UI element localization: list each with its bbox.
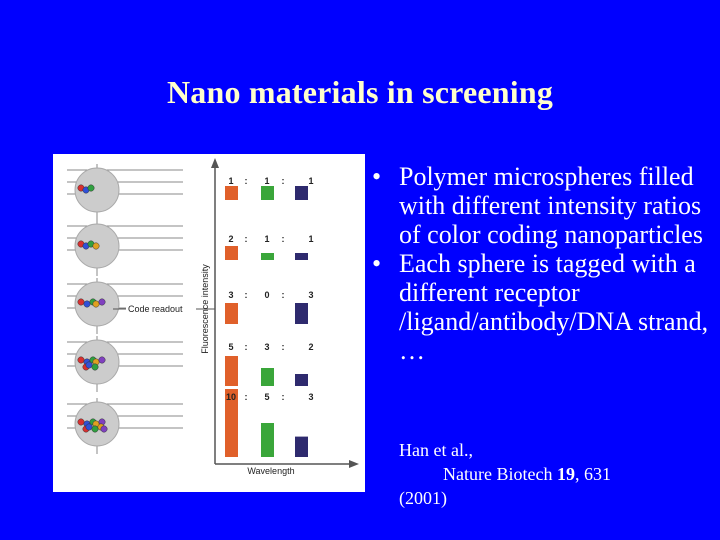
bullet-text-2: Each sphere is tagged with a different r…	[399, 249, 709, 365]
nanoparticle-dot	[85, 423, 93, 431]
nanoparticle-dot	[83, 300, 91, 308]
bullet-text-1: Polymer microspheres filled with differe…	[399, 162, 703, 249]
ratio-label: :	[282, 392, 285, 402]
nanoparticle-dot	[77, 298, 85, 306]
nanoparticle-dot	[98, 356, 106, 364]
ratio-label: 5	[264, 392, 269, 402]
ratio-label: 0	[264, 290, 269, 300]
ratio-label: 5	[228, 342, 233, 352]
spectrum-bar	[225, 246, 238, 260]
ratio-label: :	[245, 342, 248, 352]
ratio-label: :	[282, 290, 285, 300]
ratio-label: 1	[264, 234, 269, 244]
ratio-label: :	[245, 290, 248, 300]
bullet-symbol: •	[372, 162, 382, 191]
spectrum-bar	[225, 356, 238, 386]
spectrum-bar	[261, 253, 274, 260]
bullet-list: • Polymer microspheres filled with diffe…	[372, 162, 712, 365]
spectrum-bar	[225, 389, 238, 457]
y-axis-arrow	[211, 158, 219, 168]
reference: Han et al., Nature Biotech 19, 631 (2001…	[399, 438, 699, 510]
ratio-label: 1	[308, 234, 313, 244]
reference-journal: Nature Biotech	[443, 464, 557, 484]
ratio-label: 3	[308, 290, 313, 300]
x-axis-arrow	[349, 460, 359, 468]
ratio-label: 3	[308, 392, 313, 402]
nanoparticle-dot	[92, 300, 100, 308]
bullet-symbol: •	[372, 249, 382, 278]
bullet-item-2: • Each sphere is tagged with a different…	[372, 249, 712, 365]
ratio-label: :	[245, 392, 248, 402]
bullet-item-1: • Polymer microspheres filled with diffe…	[372, 162, 712, 249]
nanoparticle-dot	[77, 418, 85, 426]
nanoparticle-dot	[91, 425, 99, 433]
ratio-label: 1	[308, 176, 313, 186]
spectrum-bar	[225, 186, 238, 200]
code-readout-label: Code readout	[128, 304, 183, 314]
ratio-label: :	[282, 234, 285, 244]
x-axis-label: Wavelength	[247, 466, 294, 476]
nanoparticle-dot	[85, 361, 93, 369]
spectrum-bar	[295, 374, 308, 386]
spectra-group	[225, 186, 308, 457]
nanoparticle-dot	[87, 184, 95, 192]
reference-authors: Han et al.,	[399, 440, 473, 460]
spectrum-bar	[261, 423, 274, 457]
spectrum-bar	[295, 253, 308, 260]
nanoparticle-dot	[92, 242, 100, 250]
nanoparticle-dot	[100, 425, 108, 433]
ratio-label: 1	[228, 176, 233, 186]
spectrum-bar	[225, 303, 238, 324]
spectrum-bar	[261, 186, 274, 200]
ratio-label: 10	[226, 392, 236, 402]
reference-pages: , 631	[574, 464, 611, 484]
ratio-label: :	[282, 342, 285, 352]
slide-title: Nano materials in screening	[166, 74, 554, 110]
microsphere	[74, 167, 120, 213]
spectrum-bar	[295, 303, 308, 324]
ratio-label: 2	[308, 342, 313, 352]
spectrum-bar	[295, 186, 308, 200]
ratio-label: 3	[228, 290, 233, 300]
code-readout-bg	[126, 302, 196, 314]
spectrum-bar	[295, 436, 308, 457]
ratio-labels-group: 1: 1: 1 2: 1: 1 3: 0: 3 5: 3: 2 10: 5: 3	[226, 176, 314, 402]
ratio-label: :	[245, 234, 248, 244]
ratio-label: 2	[228, 234, 233, 244]
ratio-label: 3	[264, 342, 269, 352]
ratio-label: :	[282, 176, 285, 186]
nanoparticle-dot	[91, 363, 99, 371]
ratio-label: :	[245, 176, 248, 186]
ratio-label: 1	[264, 176, 269, 186]
reference-volume: 19	[556, 464, 575, 484]
spectrum-bar	[261, 368, 274, 386]
nanoparticle-dot	[98, 298, 106, 306]
nanoparticle-dot	[77, 356, 85, 364]
reference-journal-line: Nature Biotech 19, 631	[399, 462, 699, 486]
figure-svg: Fluorescence intensity Wavelength Code r…	[67, 158, 359, 476]
reference-year: (2001)	[399, 488, 447, 508]
figure-panel: Fluorescence intensity Wavelength Code r…	[53, 154, 365, 492]
